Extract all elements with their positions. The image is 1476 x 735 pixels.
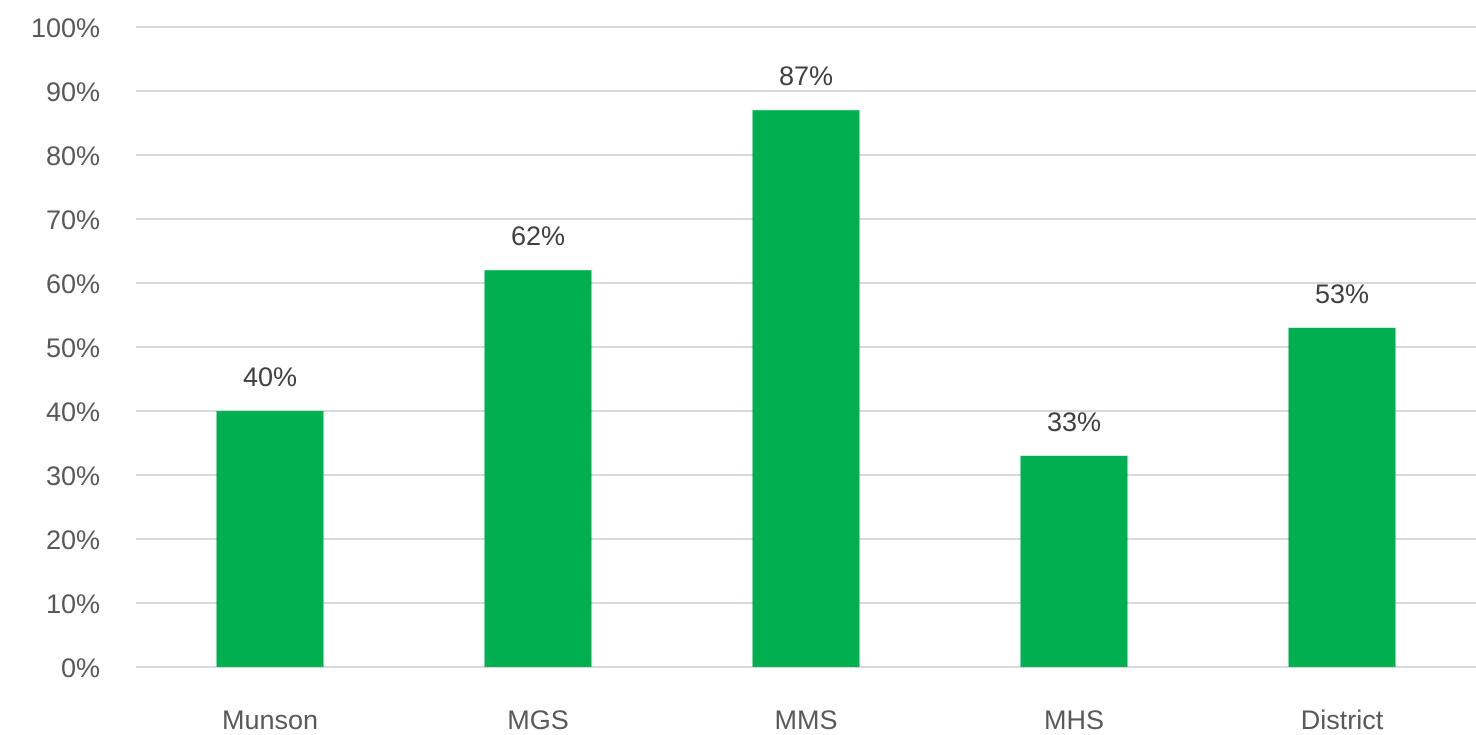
x-axis-category-labels: Munson MGS MMS MHS District: [222, 705, 1384, 735]
data-labels: 40% 62% 87% 33% 53%: [243, 61, 1369, 437]
x-category-label-mgs: MGS: [507, 705, 569, 735]
bar-mhs: [1020, 455, 1128, 667]
y-tick-label: 40%: [46, 397, 100, 427]
data-label-mgs: 62%: [511, 221, 565, 251]
x-category-label-district: District: [1301, 705, 1384, 735]
y-tick-label: 80%: [46, 141, 100, 171]
y-tick-label: 10%: [46, 589, 100, 619]
bar-munson: [216, 411, 324, 667]
data-label-munson: 40%: [243, 362, 297, 392]
y-tick-label: 70%: [46, 205, 100, 235]
x-category-label-munson: Munson: [222, 705, 318, 735]
bars: [216, 110, 1396, 667]
y-tick-label: 100%: [31, 13, 100, 43]
x-category-label-mhs: MHS: [1044, 705, 1104, 735]
y-tick-label: 0%: [61, 653, 100, 683]
y-tick-label: 50%: [46, 333, 100, 363]
x-category-label-mms: MMS: [775, 705, 838, 735]
bar-mgs: [484, 270, 592, 667]
y-tick-label: 90%: [46, 77, 100, 107]
data-label-district: 53%: [1315, 279, 1369, 309]
data-label-mhs: 33%: [1047, 407, 1101, 437]
y-tick-label: 30%: [46, 461, 100, 491]
y-tick-label: 20%: [46, 525, 100, 555]
data-label-mms: 87%: [779, 61, 833, 91]
y-tick-label: 60%: [46, 269, 100, 299]
bar-mms: [752, 110, 860, 667]
y-axis-tick-labels: 0% 10% 20% 30% 40% 50% 60% 70% 80% 90% 100%: [31, 13, 100, 683]
bar-district: [1288, 327, 1396, 667]
